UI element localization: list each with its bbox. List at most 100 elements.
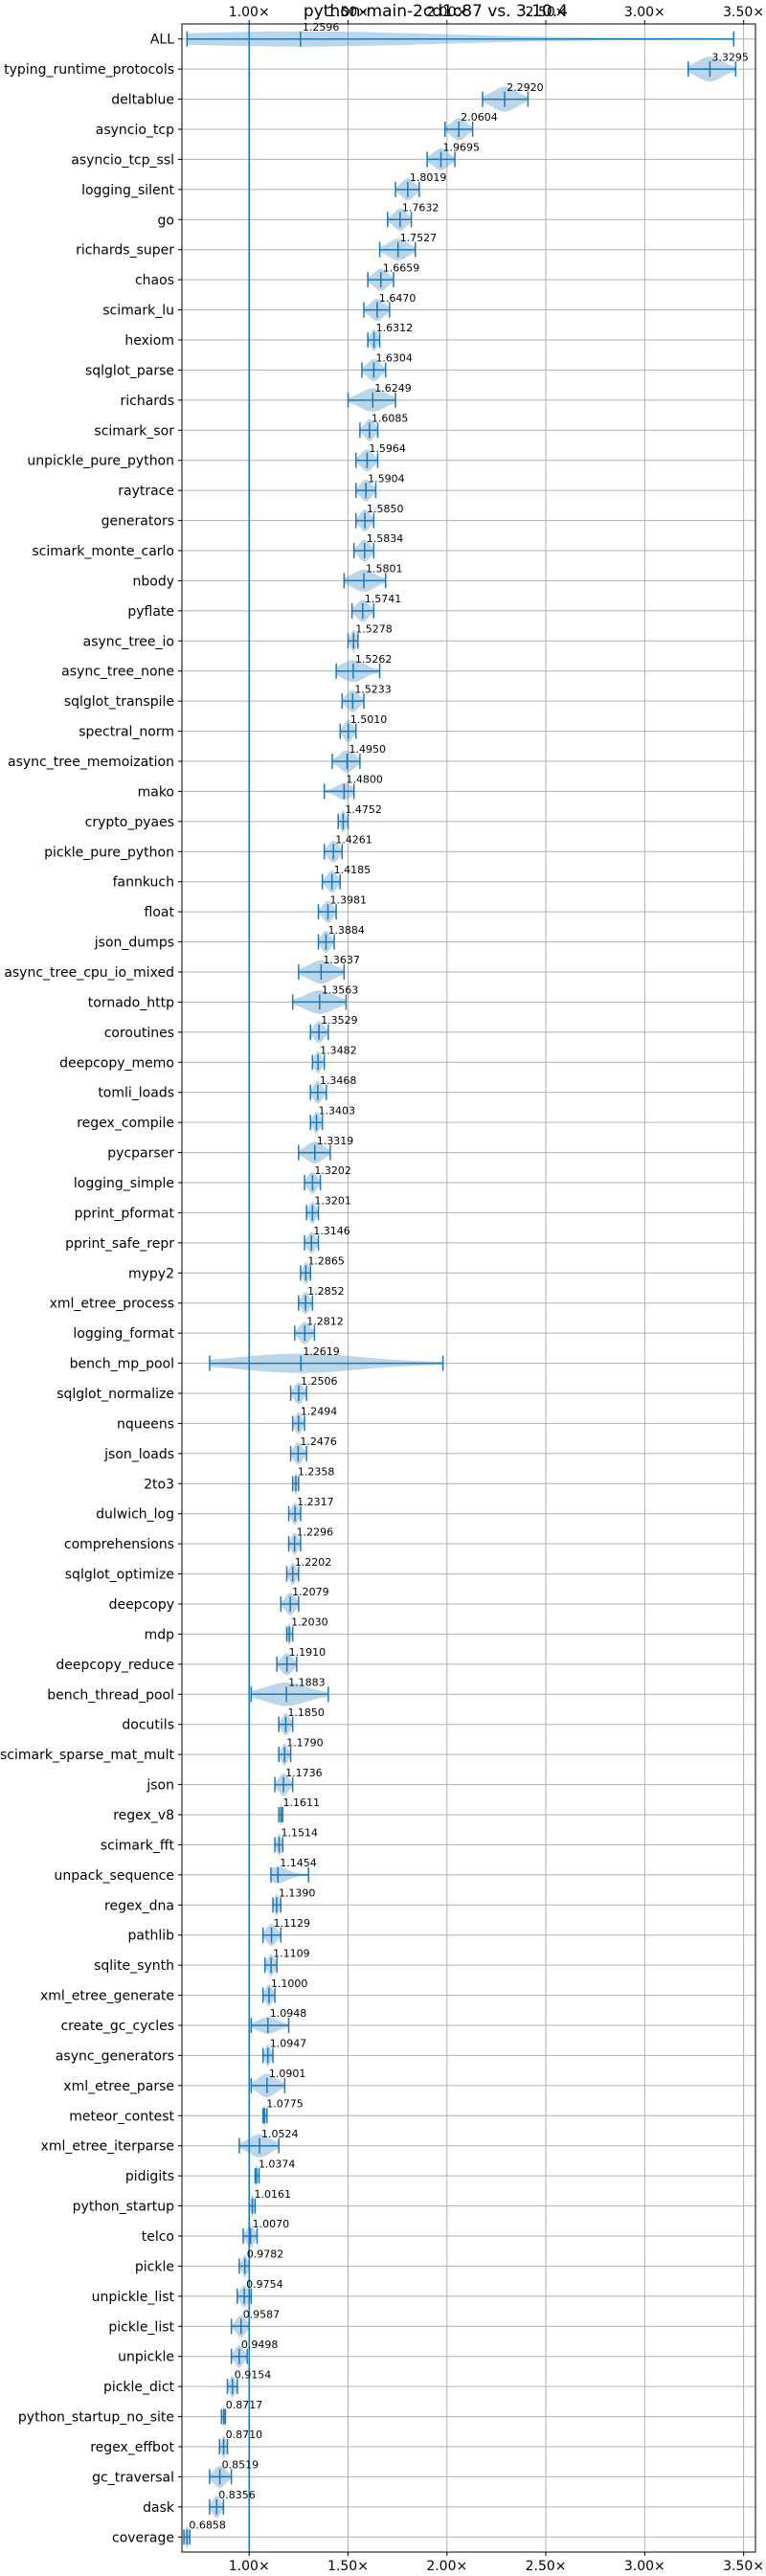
- data-label: 1.6312: [376, 322, 414, 334]
- data-label: 1.4752: [345, 803, 382, 816]
- y-tick-label: pathlib: [128, 1929, 175, 1944]
- y-tick-label: tomli_loads: [98, 1086, 174, 1101]
- data-label: 1.4185: [334, 864, 372, 876]
- y-tick-label: sqlite_synth: [94, 1958, 174, 1974]
- y-tick-label: scimark_monte_carlo: [32, 544, 174, 559]
- data-label: 1.2317: [297, 1496, 334, 1508]
- chart-title: python-main-2cd1c87 vs. 3.10.4: [304, 2, 568, 21]
- y-tick-label: docutils: [122, 1718, 174, 1733]
- y-tick-label: json: [146, 1778, 174, 1794]
- data-label: 1.1883: [288, 1676, 326, 1688]
- y-tick-label: python_startup_no_site: [18, 2410, 174, 2426]
- data-label: 2.0604: [461, 111, 497, 124]
- data-label: 1.2619: [303, 1345, 340, 1358]
- y-tick-label: scimark_sor: [94, 423, 174, 439]
- y-tick-label: scimark_fft: [101, 1838, 175, 1853]
- data-label: 1.0775: [266, 2097, 304, 2110]
- y-tick-label: telco: [142, 2229, 174, 2245]
- data-label: 1.3482: [320, 1044, 357, 1056]
- data-label: 1.0947: [270, 2038, 307, 2050]
- data-label: 1.0374: [259, 2158, 296, 2170]
- data-label: 1.3637: [323, 954, 360, 966]
- data-label: 1.2358: [298, 1465, 335, 1478]
- data-label: 1.4950: [349, 743, 386, 756]
- y-tick-label: unpack_sequence: [55, 1868, 174, 1884]
- y-tick-label: tornado_http: [88, 995, 174, 1010]
- y-tick-label: dulwich_log: [96, 1507, 174, 1523]
- y-tick-label: logging_silent: [81, 183, 174, 198]
- data-label: 1.2476: [300, 1435, 337, 1448]
- data-label: 1.0161: [255, 2188, 292, 2201]
- y-tick-label: pyflate: [127, 604, 174, 620]
- x-tick-label-bottom: 2.50×: [526, 2559, 567, 2574]
- x-tick-label-top: 3.00×: [624, 5, 665, 20]
- data-label: 1.1514: [281, 1827, 318, 1840]
- data-label: 1.2079: [292, 1586, 329, 1598]
- data-label: 1.3884: [327, 924, 365, 937]
- data-label: 1.2202: [295, 1556, 332, 1569]
- data-label: 1.3981: [329, 893, 367, 906]
- y-tick-label: deepcopy_reduce: [56, 1658, 174, 1673]
- y-tick-label: pickle: [135, 2259, 174, 2274]
- y-tick-label: logging_simple: [74, 1176, 174, 1191]
- data-label: 1.1390: [279, 1887, 316, 1899]
- data-label: 1.5964: [369, 442, 406, 455]
- y-tick-label: ALL: [150, 33, 174, 48]
- y-tick-label: regex_dna: [104, 1898, 174, 1913]
- y-tick-label: mdp: [145, 1627, 175, 1642]
- labels: 1.00× 1.00× 1.50× 1.50× 2.00× 2.00× 2.50× 2.50×…: [0, 5, 764, 2574]
- data-label: 0.9154: [235, 2368, 271, 2381]
- y-tick-label: spectral_norm: [79, 725, 174, 740]
- y-tick-label: nqueens: [117, 1416, 174, 1432]
- y-tick-label: asyncio_tcp: [96, 123, 174, 138]
- data-label: 1.2852: [307, 1285, 345, 1298]
- data-label: 1.3319: [317, 1135, 354, 1147]
- y-tick-label: sqlglot_parse: [85, 363, 174, 378]
- data-label: 1.0524: [261, 2128, 299, 2140]
- data-label: 1.2506: [301, 1375, 338, 1388]
- data-label: 1.5904: [368, 472, 405, 485]
- y-tick-label: pickle_list: [108, 2319, 174, 2335]
- y-tick-label: async_tree_memoization: [8, 755, 174, 770]
- y-tick-label: bench_mp_pool: [70, 1357, 174, 1372]
- data-label: 1.6249: [374, 382, 412, 395]
- y-tick-label: python_startup: [73, 2200, 174, 2215]
- data-label: 0.9587: [243, 2308, 281, 2320]
- data-label: 0.6858: [189, 2519, 226, 2531]
- y-tick-label: hexiom: [124, 333, 174, 349]
- y-tick-label: xml_etree_iterparse: [41, 2139, 174, 2155]
- plot-frame: [181, 23, 756, 2553]
- data-label: 0.9782: [247, 2248, 284, 2261]
- y-tick-label: asyncio_tcp_ssl: [71, 152, 174, 168]
- x-tick-label-top: 1.50×: [327, 5, 369, 20]
- data-label: 1.5834: [367, 532, 404, 545]
- data-label: 1.5741: [365, 593, 402, 605]
- data-label: 1.1611: [283, 1796, 321, 1809]
- y-tick-label: xml_etree_generate: [40, 1989, 174, 2004]
- y-tick-label: pycparser: [107, 1146, 174, 1162]
- y-tick-label: coverage: [112, 2530, 174, 2545]
- data-label: 1.2296: [297, 1525, 334, 1538]
- data-label: 1.3202: [314, 1164, 351, 1177]
- data-label: 1.0901: [269, 2068, 306, 2080]
- x-tick-label-bottom: 3.50×: [723, 2559, 764, 2574]
- data-label: 1.6659: [383, 261, 420, 274]
- y-tick-label: scimark_sparse_mat_mult: [0, 1748, 174, 1763]
- x-tick-label-bottom: 1.50×: [327, 2559, 369, 2574]
- data-label: 1.3563: [322, 984, 359, 997]
- data-label: 1.2865: [307, 1254, 345, 1267]
- y-tick-label: deepcopy: [109, 1597, 174, 1613]
- data-label: 0.8710: [226, 2429, 262, 2441]
- x-tick-label-bottom: 3.00×: [624, 2559, 665, 2574]
- y-tick-label: regex_v8: [113, 1808, 174, 1823]
- y-tick-label: fannkuch: [113, 875, 174, 891]
- y-tick-label: richards_super: [76, 243, 174, 259]
- y-tick-label: async_tree_cpu_io_mixed: [4, 965, 174, 981]
- data-label: 1.0070: [253, 2218, 290, 2230]
- y-tick-label: unpickle_list: [92, 2290, 175, 2305]
- y-tick-label: mypy2: [128, 1266, 174, 1281]
- data-label: 0.8717: [226, 2399, 262, 2411]
- y-tick-label: dask: [143, 2500, 175, 2516]
- data-label: 1.8019: [410, 171, 447, 184]
- data-label: 1.1109: [273, 1947, 310, 1959]
